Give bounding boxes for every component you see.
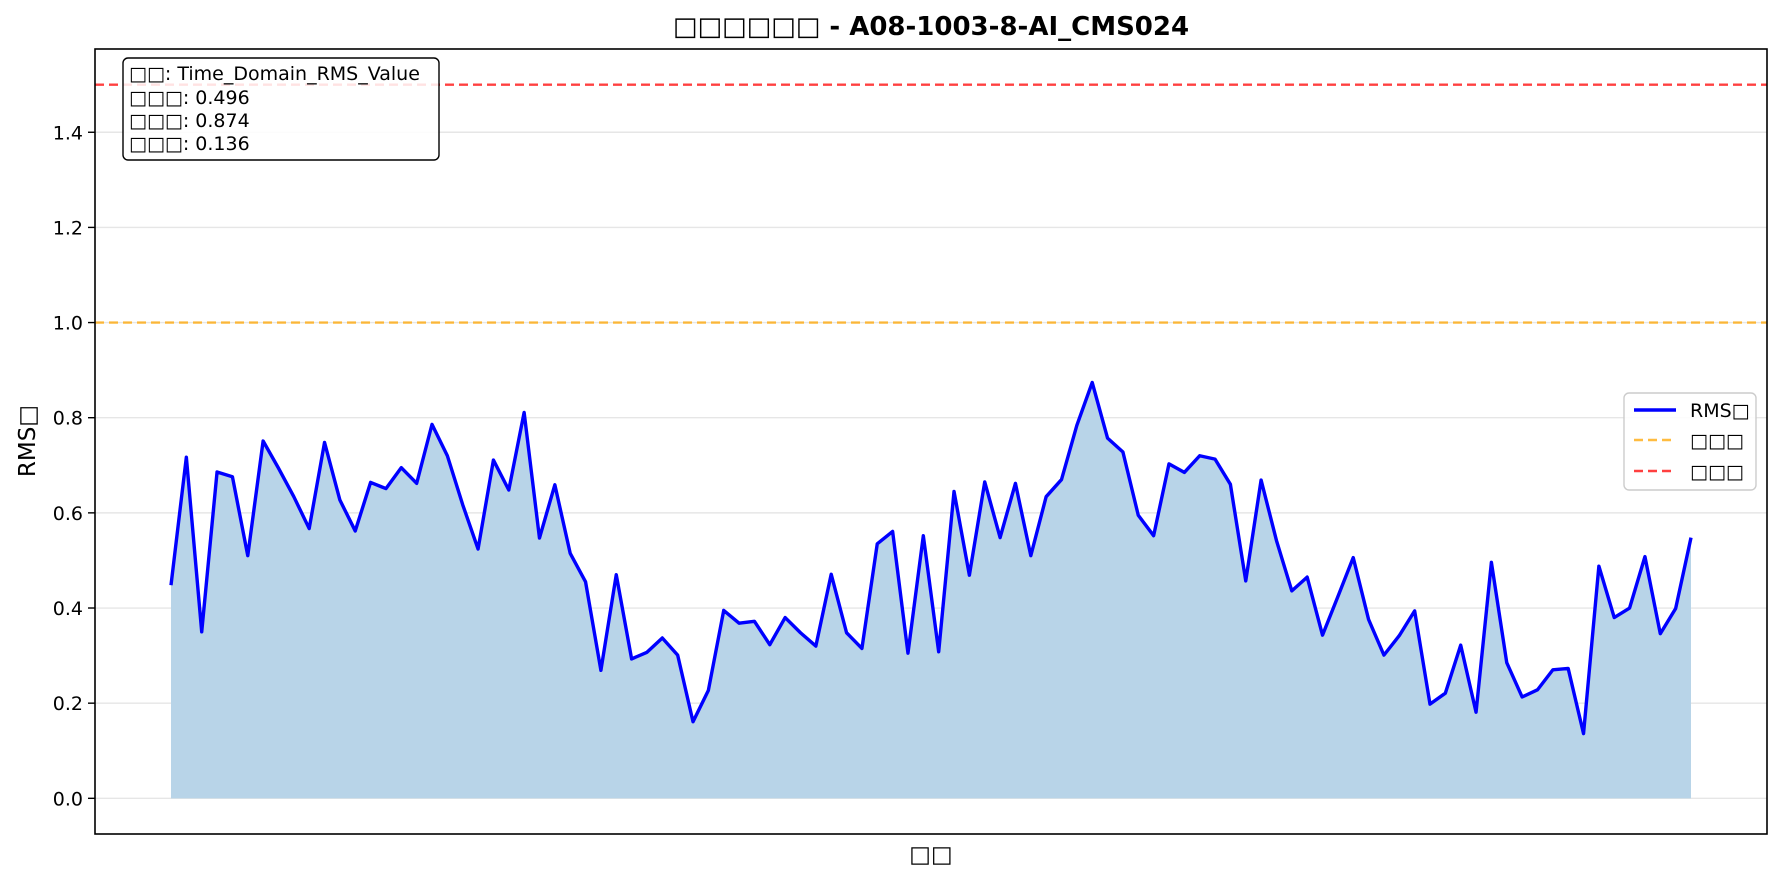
stats-box-frame bbox=[122, 57, 440, 161]
y-tick-label: 0.6 bbox=[53, 503, 83, 525]
stats-min-text: □□□: 0.136 bbox=[129, 133, 250, 155]
y-tick-label: 0.4 bbox=[53, 598, 83, 620]
stats-box: □□: Time_Domain_RMS_Value □□□: 0.496 □□□… bbox=[122, 57, 440, 161]
y-tick-label: 0.0 bbox=[53, 788, 83, 810]
plot-frame bbox=[94, 48, 1768, 835]
series-area-fill bbox=[171, 382, 1691, 799]
stats-metric-text: □□: Time_Domain_RMS_Value bbox=[129, 63, 420, 85]
legend-label-alarm: □□□ bbox=[1690, 461, 1744, 483]
legend-frame bbox=[1623, 392, 1757, 491]
threshold-layer bbox=[95, 83, 1767, 324]
legend-label-warning: □□□ bbox=[1690, 430, 1744, 452]
y-tick-label: 1.0 bbox=[53, 313, 83, 335]
series-line-rms bbox=[169, 380, 1693, 736]
y-tick-label: 0.8 bbox=[53, 408, 83, 430]
legend-label-rms: RMS□ bbox=[1690, 400, 1750, 422]
y-axis-ticks: 0.0 0.2 0.4 0.6 0.8 1.0 1.2 1.4 bbox=[53, 122, 95, 810]
y-tick-label: 1.2 bbox=[53, 217, 83, 239]
legend: RMS□ □□□ □□□ bbox=[1623, 392, 1757, 491]
stats-mean-text: □□□: 0.496 bbox=[129, 87, 250, 109]
stats-max-text: □□□: 0.874 bbox=[129, 110, 250, 132]
x-axis-label: □□ bbox=[909, 842, 952, 868]
y-axis-label: RMS□ bbox=[15, 405, 41, 477]
chart-title: □□□□□□ - A08-1003-8-AI_CMS024 bbox=[673, 12, 1189, 42]
y-tick-label: 1.4 bbox=[53, 122, 83, 144]
y-tick-label: 0.2 bbox=[53, 693, 83, 715]
